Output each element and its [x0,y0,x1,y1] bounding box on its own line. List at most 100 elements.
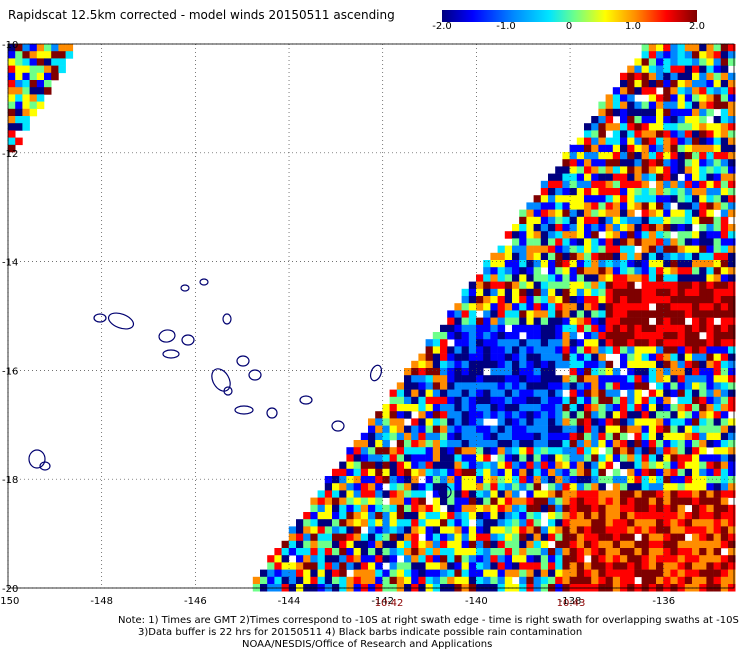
swath-cell [368,497,376,506]
swath-cell [692,540,700,549]
swath-cell [648,245,657,254]
swath-cell [663,562,671,570]
swath-cell [591,231,599,239]
swath-cell [692,476,700,484]
swath-cell [677,108,686,117]
swath-cell [692,454,700,462]
swath-cell [627,526,635,534]
swath-cell [720,51,729,59]
swath-cell [598,216,606,225]
swath-cell [612,382,621,390]
swath-cell [339,504,347,513]
swath-cell [728,382,736,390]
swath-cell [576,173,585,182]
swath-cell [569,260,578,268]
swath-cell [634,562,642,570]
swath-cell [641,404,650,412]
swath-cell [461,368,470,376]
swath-cell [656,44,664,52]
swath-cell [692,562,700,570]
swath-cell [663,245,671,254]
swath-cell [476,332,484,340]
swath-cell [332,483,340,491]
swath-cell [663,526,671,534]
swath-cell [699,490,707,498]
swath-cell [396,519,405,527]
swath-cell [476,274,484,282]
swath-cell [562,360,570,369]
swath-cell [555,526,563,534]
swath-cell [375,461,383,470]
swath-cell [663,339,671,347]
swath-cell [591,512,599,520]
swath-cell [533,548,542,556]
swath-cell [692,144,700,153]
swath-cell [569,224,578,232]
swath-cell [533,504,542,513]
swath-cell [396,454,405,462]
swath-cell [548,461,556,470]
swath-cell [461,382,470,390]
swath-cell [476,504,484,513]
island-outline [266,407,278,419]
swath-cell [440,497,448,506]
swath-cell [382,540,390,549]
swath-cell [598,123,606,131]
swath-cell [598,101,606,110]
swath-cell [468,346,477,354]
swath-cell [324,497,333,506]
swath-cell [339,483,347,491]
swath-cell [699,310,707,318]
swath-cell [497,288,506,297]
swath-cell [483,404,491,412]
swath-cell [454,504,462,513]
swath-cell [684,425,693,434]
swath-cell [555,202,563,210]
swath-cell [605,404,614,412]
swath-cell [663,418,671,426]
swath-cell [720,44,729,52]
swath-cell [591,368,599,376]
swath-cell [562,288,570,297]
swath-cell [562,346,570,354]
swath-cell [389,425,398,434]
swath-cell [490,461,498,470]
swath-cell [425,375,434,383]
swath-cell [540,396,549,405]
swath-cell [648,476,657,484]
swath-cell [641,80,650,88]
swath-cell [504,533,513,542]
swath-cell [663,332,671,340]
swath-cell [548,548,556,556]
swath-cell [605,152,614,160]
swath-cell [598,310,606,318]
swath-cell [569,447,578,455]
swath-cell [598,404,606,412]
swath-cell [512,353,520,362]
swath-cell [677,404,686,412]
swath-cell [533,468,542,477]
swath-cell [591,296,599,304]
swath-cell [569,548,578,556]
swath-cell [310,519,318,527]
swath-cell [620,396,628,405]
swath-cell [656,152,664,160]
swath-cell [360,483,369,491]
swath-cell [440,425,448,434]
swath-cell [584,317,592,326]
swath-cell [684,540,693,549]
swath-cell [605,324,614,333]
swath-cell [670,296,678,304]
swath-cell [526,497,534,506]
swath-cell [656,360,664,369]
swath-cell [720,159,729,167]
swath-cell [425,425,434,434]
swath-cell [670,411,678,419]
swath-cell [533,562,542,570]
swath-cell [382,454,390,462]
swath-cell [317,512,326,520]
swath-cell [699,512,707,520]
swath-cell [504,368,513,376]
swath-cell [483,432,491,441]
swath-cell [411,404,419,412]
